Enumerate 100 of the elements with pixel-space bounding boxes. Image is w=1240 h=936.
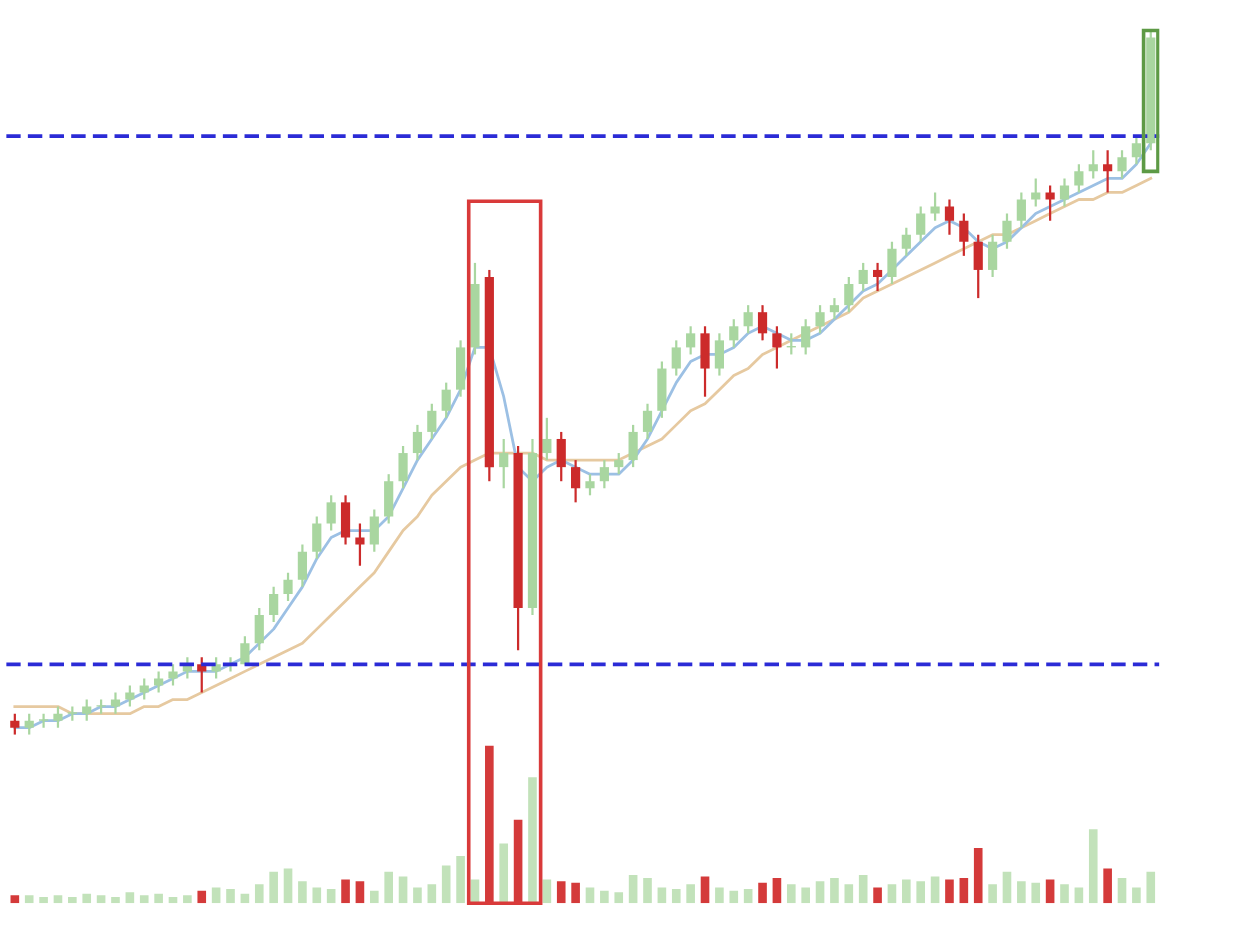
candlestick bbox=[1002, 212, 1012, 250]
candlestick bbox=[599, 458, 609, 490]
candlestick bbox=[657, 360, 667, 419]
bar bbox=[111, 896, 120, 904]
candlestick bbox=[82, 698, 92, 722]
bar bbox=[384, 871, 393, 904]
bar bbox=[183, 895, 192, 904]
bar bbox=[671, 889, 681, 904]
bar bbox=[571, 882, 580, 904]
bar bbox=[441, 865, 451, 904]
bar bbox=[815, 881, 825, 904]
candlestick bbox=[714, 332, 724, 377]
bar bbox=[139, 895, 149, 904]
candlestick bbox=[743, 304, 753, 335]
bar bbox=[1074, 887, 1084, 904]
bar bbox=[154, 893, 163, 904]
candlestick bbox=[340, 494, 351, 546]
bar bbox=[930, 876, 940, 904]
candlestick bbox=[930, 191, 940, 222]
candlestick bbox=[671, 339, 681, 377]
bar bbox=[369, 890, 379, 904]
candlestick bbox=[829, 297, 840, 321]
bar bbox=[528, 777, 537, 904]
bar bbox=[556, 881, 566, 904]
candlestick bbox=[628, 423, 638, 469]
candlestick bbox=[1074, 163, 1084, 194]
candlestick bbox=[412, 423, 423, 462]
bar bbox=[24, 895, 34, 904]
bar bbox=[988, 884, 997, 904]
bar bbox=[542, 879, 552, 904]
candlestick bbox=[125, 684, 135, 708]
bar bbox=[858, 874, 868, 904]
candlestick bbox=[642, 402, 653, 441]
bar bbox=[427, 884, 437, 904]
candlestick bbox=[686, 325, 696, 356]
bar bbox=[413, 887, 422, 904]
bar bbox=[1103, 868, 1112, 904]
bar bbox=[585, 887, 595, 904]
bar bbox=[801, 887, 810, 904]
candlestick bbox=[10, 712, 20, 735]
candlestick bbox=[297, 543, 308, 588]
candlestick bbox=[916, 205, 926, 243]
candlestick bbox=[269, 585, 279, 624]
bar bbox=[916, 881, 926, 904]
candlestick bbox=[398, 444, 408, 490]
candlestick bbox=[801, 318, 811, 356]
candlestick bbox=[887, 240, 897, 286]
candlestick bbox=[585, 473, 595, 497]
bar bbox=[82, 893, 92, 904]
candlestick bbox=[700, 325, 710, 398]
bar bbox=[53, 895, 63, 904]
bar bbox=[211, 887, 221, 904]
bar bbox=[614, 892, 624, 904]
bar bbox=[1002, 871, 1012, 904]
candlestick bbox=[614, 451, 624, 476]
candlestick bbox=[858, 261, 868, 293]
bar bbox=[973, 848, 983, 904]
bar bbox=[456, 855, 465, 904]
candlestick bbox=[38, 712, 49, 729]
bar bbox=[355, 881, 365, 904]
candlestick bbox=[168, 663, 178, 687]
candlestick bbox=[729, 318, 739, 349]
bar bbox=[1132, 887, 1141, 904]
bar bbox=[1017, 881, 1026, 904]
candlestick bbox=[1031, 177, 1041, 208]
candlestick bbox=[988, 233, 998, 279]
candlestick bbox=[441, 381, 451, 419]
candlestick bbox=[542, 416, 552, 462]
bar bbox=[499, 843, 509, 904]
candlestick bbox=[1103, 149, 1113, 194]
bar bbox=[686, 884, 695, 904]
bar bbox=[844, 884, 854, 904]
candlestick bbox=[1117, 149, 1127, 180]
candlestick bbox=[959, 212, 969, 257]
candlestick bbox=[139, 677, 149, 701]
bar bbox=[68, 896, 77, 904]
bar bbox=[226, 889, 235, 904]
bar bbox=[269, 871, 278, 904]
bar bbox=[902, 879, 911, 904]
candlestick bbox=[571, 458, 581, 504]
bar bbox=[945, 879, 954, 904]
bar bbox=[887, 884, 897, 904]
candlestick bbox=[24, 712, 34, 735]
candlestick bbox=[254, 606, 264, 652]
bar bbox=[197, 890, 207, 904]
bar bbox=[830, 878, 839, 904]
candlestick bbox=[384, 473, 394, 525]
bar bbox=[772, 878, 782, 904]
bar bbox=[125, 892, 135, 904]
bar bbox=[873, 887, 882, 904]
candlestick bbox=[1016, 191, 1026, 229]
bar bbox=[715, 887, 724, 904]
candlestick bbox=[901, 226, 911, 257]
bar bbox=[628, 874, 638, 904]
bar bbox=[700, 876, 710, 904]
candlestick bbox=[110, 691, 121, 715]
bar bbox=[39, 896, 48, 904]
bar bbox=[1117, 878, 1127, 904]
bar bbox=[10, 895, 20, 904]
bar bbox=[326, 889, 336, 904]
